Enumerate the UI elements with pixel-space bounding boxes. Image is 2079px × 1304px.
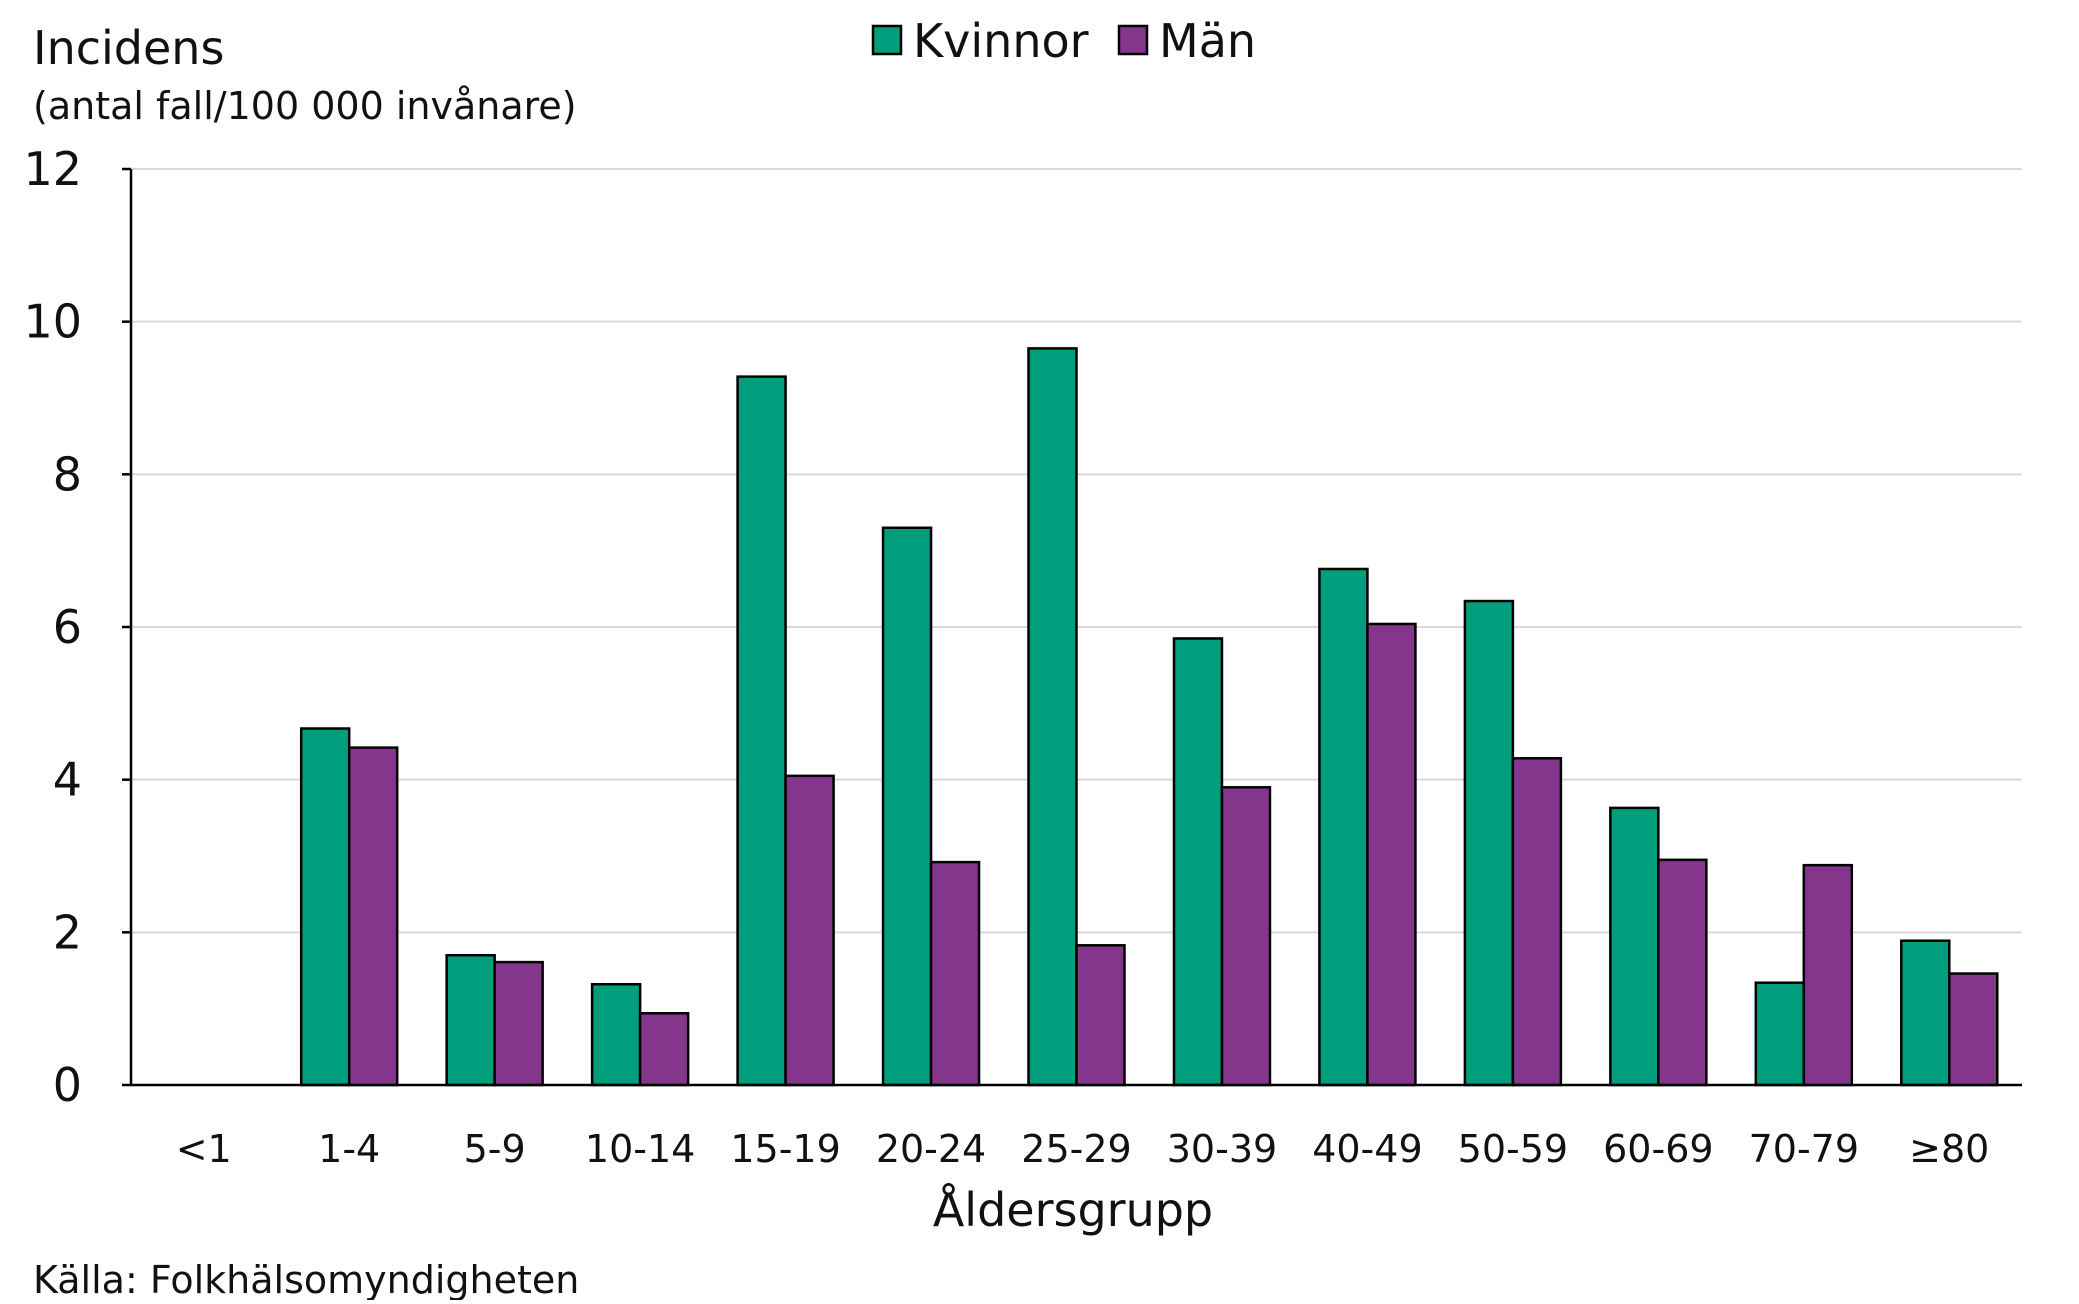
- y-axis-title: Incidens: [33, 21, 224, 75]
- y-tick-label-10: 10: [23, 295, 82, 349]
- bar-man-1: [347, 746, 399, 1087]
- x-tick-label-5: 20-24: [876, 1127, 986, 1171]
- bar-man-2: [493, 960, 544, 1087]
- bar-man-5: [929, 860, 981, 1087]
- x-tick-label-12: ≥80: [1909, 1127, 1989, 1171]
- legend: Kvinnor Män: [871, 14, 1256, 68]
- legend-label-kvinnor: Kvinnor: [913, 14, 1089, 68]
- bar-kvinnor-8: [1318, 567, 1369, 1087]
- bar-man-10: [1657, 858, 1708, 1087]
- bar-kvinnor-4: [736, 375, 787, 1087]
- bar-kvinnor-2: [445, 953, 496, 1087]
- y-axis-subtitle: (antal fall/100 000 invånare): [33, 84, 577, 128]
- bar-kvinnor-9: [1463, 599, 1515, 1087]
- y-tick-label-6: 6: [53, 600, 82, 654]
- y-tick-label-0: 0: [53, 1058, 82, 1112]
- x-tick-label-0: <1: [176, 1127, 232, 1171]
- x-tick-label-6: 25-29: [1021, 1127, 1131, 1171]
- y-tick-labels: 0 2 4 6 8 10 12: [23, 142, 82, 1112]
- x-tick-label-8: 40-49: [1312, 1127, 1422, 1171]
- bars: [299, 347, 1999, 1087]
- bar-man-9: [1511, 757, 1563, 1087]
- x-tick-label-1: 1-4: [318, 1127, 380, 1171]
- bar-man-7: [1220, 786, 1272, 1087]
- bar-kvinnor-7: [1172, 637, 1224, 1087]
- bar-man-8: [1366, 622, 1417, 1087]
- legend-swatch-man: [1117, 24, 1149, 56]
- bar-kvinnor-12: [1900, 939, 1951, 1087]
- y-tick-label-4: 4: [53, 753, 82, 807]
- bar-man-4: [784, 774, 835, 1087]
- source-note: Källa: Folkhälsomyndigheten: [33, 1258, 579, 1300]
- x-tick-label-3: 10-14: [585, 1127, 695, 1171]
- bar-man-3: [638, 1011, 690, 1087]
- x-tick-label-4: 15-19: [730, 1127, 840, 1171]
- x-tick-label-9: 50-59: [1458, 1127, 1568, 1171]
- bar-man-6: [1075, 944, 1126, 1087]
- legend-swatch-kvinnor: [871, 24, 903, 56]
- bar-man-12: [1948, 972, 1999, 1087]
- bar-kvinnor-1: [299, 727, 351, 1087]
- bar-kvinnor-3: [590, 982, 642, 1087]
- x-tick-label-10: 60-69: [1603, 1127, 1713, 1171]
- y-tick-label-2: 2: [53, 905, 82, 959]
- bar-kvinnor-6: [1027, 347, 1078, 1087]
- y-tick-label-8: 8: [53, 447, 82, 501]
- y-tick-label-12: 12: [23, 142, 82, 196]
- bar-kvinnor-5: [881, 526, 933, 1087]
- legend-label-man: Män: [1159, 14, 1256, 68]
- x-tick-label-11: 70-79: [1749, 1127, 1859, 1171]
- bar-kvinnor-11: [1754, 981, 1806, 1087]
- x-tick-label-7: 30-39: [1167, 1127, 1277, 1171]
- bar-kvinnor-10: [1609, 806, 1660, 1087]
- bar-man-11: [1802, 863, 1854, 1087]
- x-axis-title: Åldersgrupp: [933, 1183, 1213, 1237]
- x-tick-label-2: 5-9: [464, 1127, 526, 1171]
- x-tick-labels: <1 1-4 5-9 10-14 15-19 20-24 25-29 30-39 40-49 50…: [176, 1127, 1990, 1171]
- axes: [122, 167, 2022, 1087]
